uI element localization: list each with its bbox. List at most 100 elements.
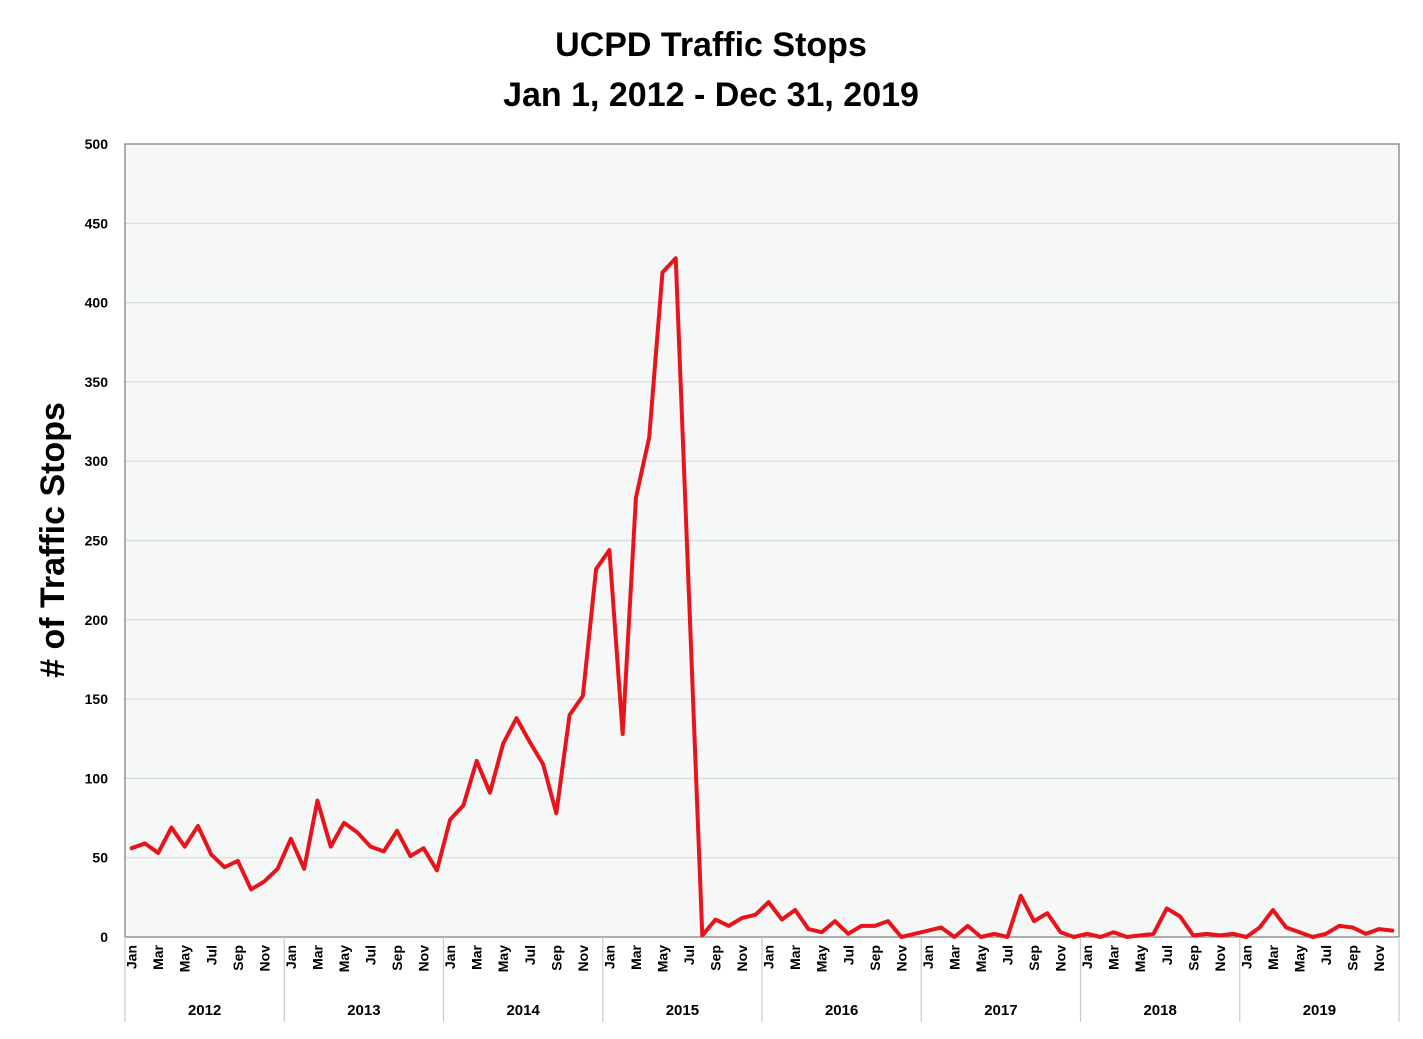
data-point <box>992 932 996 936</box>
data-point <box>1006 935 1010 939</box>
year-label: 2019 <box>1303 1002 1336 1019</box>
data-point <box>1019 894 1023 898</box>
data-point <box>1324 932 1328 936</box>
data-point <box>435 868 439 872</box>
x-tick-label: Mar <box>469 944 485 969</box>
year-label: 2012 <box>188 1002 221 1019</box>
data-point <box>1032 919 1036 923</box>
data-point <box>196 824 200 828</box>
data-point <box>860 924 864 928</box>
data-point <box>1297 930 1301 934</box>
data-point <box>156 851 160 855</box>
data-point <box>714 918 718 922</box>
data-point <box>660 270 664 274</box>
axes <box>124 143 1400 1022</box>
data-point <box>1364 932 1368 936</box>
x-tick-label: Mar <box>1106 944 1122 969</box>
data-point <box>926 929 930 933</box>
tick-labels: 0 50 100 150 200 250 300 350 400 450 500 Jan Mar May J… <box>85 136 1387 1019</box>
y-tick-label: 500 <box>85 136 109 152</box>
x-tick-label: May <box>1291 945 1307 972</box>
data-point <box>169 826 173 830</box>
x-tick-label: Nov <box>1053 945 1069 972</box>
x-tick-label: Jan <box>442 945 458 969</box>
data-point <box>621 732 625 736</box>
chart-subtitle: Jan 1, 2012 - Dec 31, 2019 <box>503 76 919 114</box>
x-tick-label: May <box>336 945 352 972</box>
data-point <box>806 927 810 931</box>
data-point <box>966 924 970 928</box>
x-tick-label: Nov <box>1212 945 1228 972</box>
data-point <box>1059 930 1063 934</box>
x-tick-label: Sep <box>867 945 883 971</box>
data-point <box>594 567 598 571</box>
x-tick-label: Sep <box>1185 945 1201 971</box>
y-tick-label: 400 <box>85 295 109 311</box>
data-point <box>249 887 253 891</box>
data-point <box>223 865 227 869</box>
x-tick-label: May <box>654 945 670 972</box>
chart-title: UCPD Traffic Stops <box>555 26 867 64</box>
x-tick-label: Nov <box>1371 945 1387 972</box>
x-tick-label: Jan <box>601 945 617 969</box>
x-tick-label: Jan <box>124 945 140 969</box>
y-tick-label: 450 <box>85 215 109 231</box>
data-point <box>634 496 638 500</box>
data-point <box>700 933 704 937</box>
x-tick-label: Jul <box>681 945 697 965</box>
data-point <box>1098 935 1102 939</box>
data-point <box>408 854 412 858</box>
data-point <box>329 845 333 849</box>
x-tick-label: May <box>177 945 193 972</box>
y-tick-label: 50 <box>92 850 108 866</box>
x-tick-label: Jan <box>1079 945 1095 969</box>
data-point <box>780 918 784 922</box>
data-point <box>1138 933 1142 937</box>
data-point <box>820 930 824 934</box>
x-tick-label: Jul <box>522 945 538 965</box>
x-tick-label: Mar <box>946 944 962 969</box>
data-point <box>833 919 837 923</box>
x-tick-label: Jan <box>1238 945 1254 969</box>
year-label: 2016 <box>825 1002 858 1019</box>
data-point <box>1085 932 1089 936</box>
data-point <box>568 713 572 717</box>
x-tick-label: Sep <box>708 945 724 971</box>
data-point <box>1284 925 1288 929</box>
data-point <box>528 740 532 744</box>
y-tick-label: 350 <box>85 374 109 390</box>
x-tick-label: Mar <box>150 944 166 969</box>
x-tick-label: Nov <box>256 945 272 972</box>
data-point <box>369 845 373 849</box>
x-tick-label: May <box>814 945 830 972</box>
x-tick-label: Jul <box>203 945 219 965</box>
data-point <box>793 908 797 912</box>
data-point <box>727 924 731 928</box>
x-tick-label: Jul <box>840 945 856 965</box>
data-point <box>461 803 465 807</box>
data-point <box>767 900 771 904</box>
data-point <box>143 841 147 845</box>
year-label: 2015 <box>666 1002 699 1019</box>
x-tick-label: Mar <box>628 944 644 969</box>
data-point <box>1390 929 1394 933</box>
data-point <box>581 694 585 698</box>
data-point <box>939 925 943 929</box>
data-point <box>276 867 280 871</box>
year-label: 2017 <box>984 1002 1017 1019</box>
data-point <box>183 845 187 849</box>
x-tick-label: Sep <box>1026 945 1042 971</box>
data-point <box>130 846 134 850</box>
data-point <box>873 924 877 928</box>
data-point <box>1218 933 1222 937</box>
data-point <box>979 935 983 939</box>
data-point <box>342 821 346 825</box>
x-tick-label: Jan <box>761 945 777 969</box>
y-axis-label: # of Traffic Stops <box>34 402 72 678</box>
data-point <box>674 256 678 260</box>
year-label: 2013 <box>347 1002 380 1019</box>
x-tick-label: May <box>495 945 511 972</box>
x-tick-label: Mar <box>787 944 803 969</box>
data-point <box>422 846 426 850</box>
